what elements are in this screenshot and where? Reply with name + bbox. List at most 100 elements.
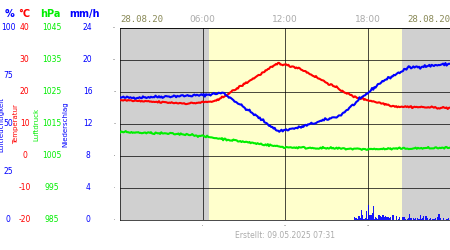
Bar	[387, 217, 389, 220]
Bar	[439, 214, 440, 220]
Bar	[420, 215, 421, 220]
Text: 75: 75	[3, 72, 13, 80]
Bar	[410, 218, 412, 220]
Text: 1025: 1025	[42, 88, 61, 96]
Bar	[382, 216, 383, 220]
Bar	[423, 216, 424, 220]
Text: 30: 30	[20, 56, 30, 64]
Bar	[425, 216, 427, 220]
Text: 100: 100	[1, 24, 15, 32]
Bar	[362, 214, 364, 220]
Bar	[366, 211, 367, 220]
Bar	[398, 219, 399, 220]
Text: 8: 8	[86, 152, 90, 160]
Bar	[432, 218, 433, 220]
Text: Luftfeuchtigkeit: Luftfeuchtigkeit	[0, 96, 4, 152]
Text: 28.08.20: 28.08.20	[120, 15, 163, 24]
Bar	[415, 218, 416, 220]
Text: Niederschlag: Niederschlag	[62, 101, 68, 147]
Bar	[377, 219, 378, 220]
Text: 985: 985	[45, 216, 59, 224]
Bar	[438, 214, 439, 220]
Bar	[389, 218, 390, 220]
Bar	[369, 214, 370, 220]
Text: -20: -20	[18, 216, 31, 224]
Bar	[383, 215, 384, 220]
Bar	[354, 218, 356, 220]
Bar	[402, 217, 404, 220]
Bar	[376, 218, 377, 220]
Text: 50: 50	[3, 120, 13, 128]
Text: 40: 40	[20, 24, 30, 32]
Text: 10: 10	[20, 120, 30, 128]
Bar	[447, 219, 448, 220]
Bar	[448, 218, 450, 220]
Text: %: %	[4, 9, 14, 19]
Bar	[404, 217, 405, 220]
Text: 0: 0	[22, 152, 27, 160]
Bar	[381, 218, 382, 220]
Text: °C: °C	[18, 9, 30, 19]
Bar	[437, 217, 438, 220]
Bar	[375, 217, 376, 220]
Bar	[421, 219, 422, 220]
Bar	[361, 210, 362, 220]
Bar	[378, 215, 379, 220]
Text: 20: 20	[20, 88, 30, 96]
Text: Temperatur: Temperatur	[13, 104, 19, 144]
Bar	[390, 217, 391, 220]
Bar	[392, 215, 393, 220]
Bar	[408, 218, 410, 220]
Bar	[368, 205, 369, 220]
Bar	[356, 219, 358, 220]
Bar	[435, 218, 436, 220]
Bar	[384, 217, 385, 220]
Text: 12: 12	[83, 120, 93, 128]
Bar	[358, 216, 359, 220]
Text: 1035: 1035	[42, 56, 62, 64]
Bar	[393, 215, 395, 220]
Text: 12:00: 12:00	[272, 15, 298, 24]
Bar	[413, 218, 414, 220]
Text: Erstellt: 09.05.2025 07:31: Erstellt: 09.05.2025 07:31	[235, 230, 335, 239]
Text: hPa: hPa	[40, 9, 61, 19]
Bar	[373, 206, 374, 220]
Text: 995: 995	[45, 184, 59, 192]
Text: 1015: 1015	[42, 120, 61, 128]
Bar	[440, 218, 441, 220]
Bar	[209, 28, 402, 220]
Text: -10: -10	[18, 184, 31, 192]
Bar	[433, 219, 435, 220]
Text: 18:00: 18:00	[355, 15, 380, 24]
Text: 0: 0	[86, 216, 90, 224]
Bar	[385, 216, 387, 220]
Bar	[372, 213, 373, 220]
Bar	[374, 219, 375, 220]
Text: 25: 25	[3, 168, 13, 176]
Text: 0: 0	[6, 216, 10, 224]
Text: 1005: 1005	[42, 152, 62, 160]
Bar	[367, 219, 368, 220]
Bar	[360, 218, 361, 220]
Bar	[379, 216, 381, 220]
Bar	[422, 218, 423, 220]
Bar	[399, 217, 400, 220]
Bar	[370, 215, 372, 220]
Bar	[417, 218, 419, 220]
Bar	[364, 218, 366, 220]
Text: 4: 4	[86, 184, 90, 192]
Bar	[405, 219, 406, 220]
Text: Luftdruck: Luftdruck	[33, 108, 39, 140]
Text: 28.08.20: 28.08.20	[407, 15, 450, 24]
Bar	[414, 219, 415, 220]
Bar	[446, 219, 447, 220]
Bar	[418, 219, 420, 220]
Text: 24: 24	[83, 24, 93, 32]
Text: 16: 16	[83, 88, 93, 96]
Bar	[396, 216, 397, 220]
Bar	[430, 218, 431, 220]
Text: 1045: 1045	[42, 24, 62, 32]
Text: 20: 20	[83, 56, 93, 64]
Text: mm/h: mm/h	[70, 9, 100, 19]
Bar	[442, 218, 444, 220]
